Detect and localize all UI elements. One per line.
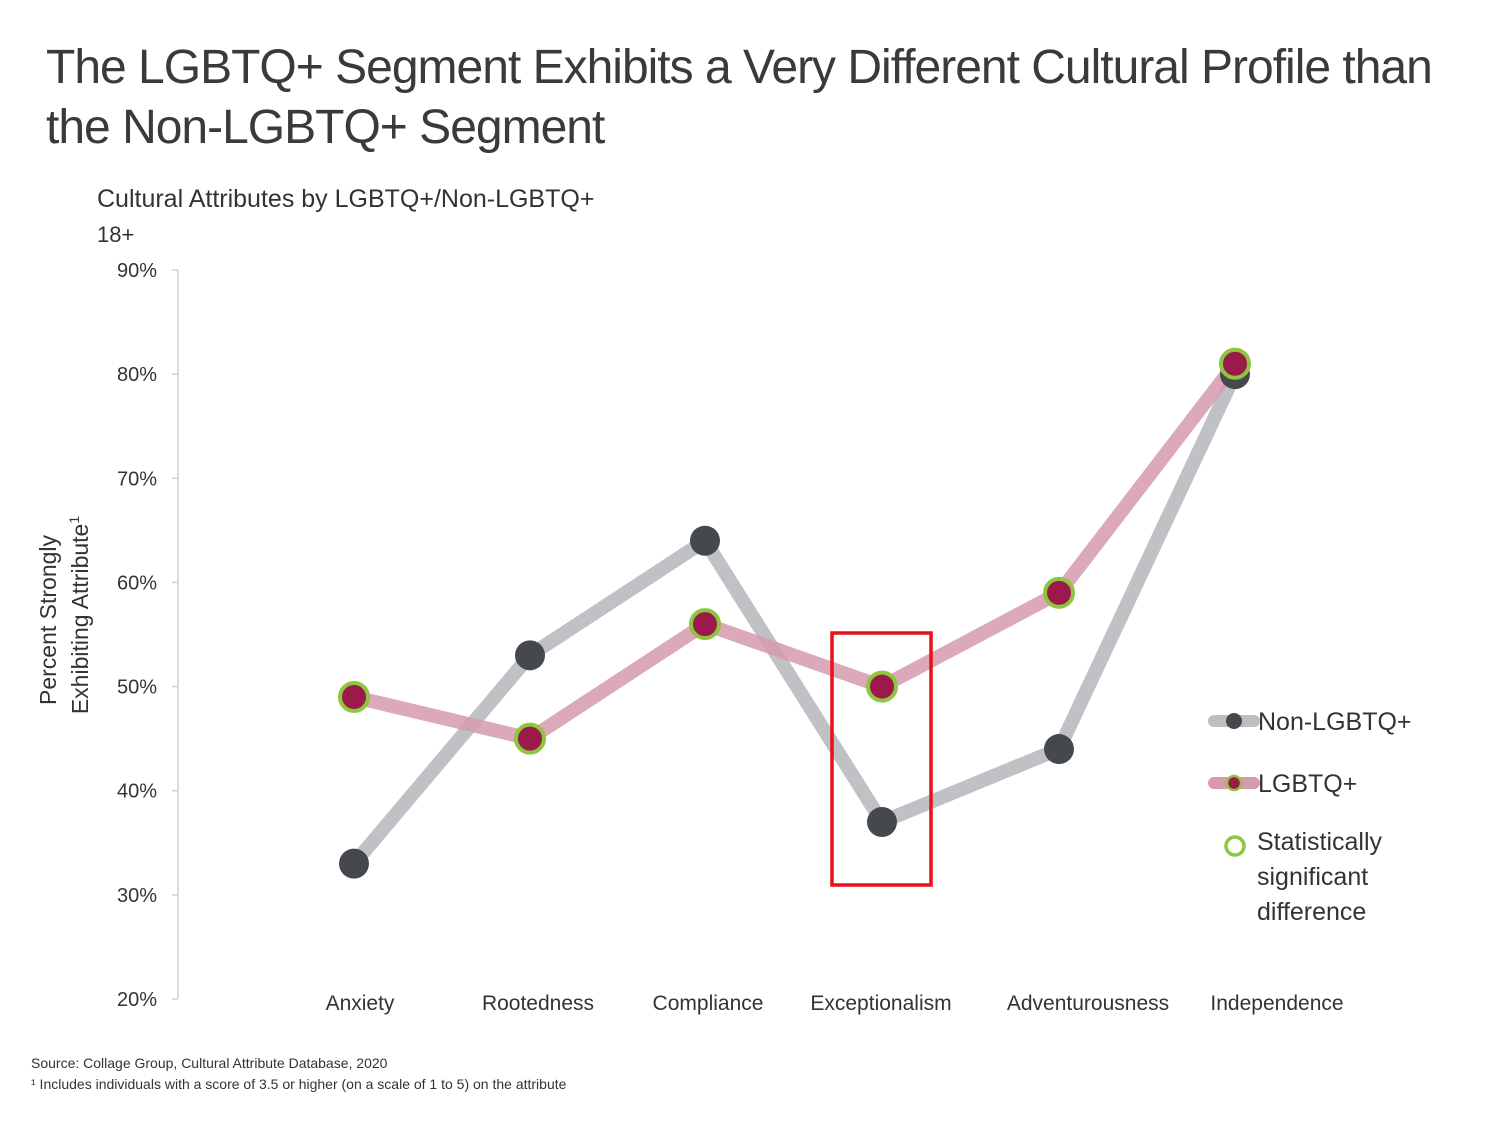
legend-label-lgbtq: LGBTQ+ (1258, 770, 1357, 798)
page-title: The LGBTQ+ Segment Exhibits a Very Diffe… (46, 41, 1433, 154)
data-point-lgbtq (514, 722, 546, 755)
data-point-lgbtq (866, 670, 898, 703)
x-tick-label: Independence (1210, 992, 1343, 1015)
legend-label-significance: significant (1257, 863, 1368, 891)
data-point-non-lgbtq (515, 640, 545, 671)
y-tick-label: 40% (117, 781, 157, 803)
data-point-lgbtq (1219, 347, 1251, 380)
series-line-non-lgbtq (347, 367, 1242, 871)
data-point-non-lgbtq (690, 525, 720, 556)
data-point-lgbtq (1043, 576, 1075, 609)
y-tick-label: 90% (117, 260, 157, 282)
x-tick-label: Adventurousness (1007, 992, 1169, 1015)
data-point-non-lgbtq (339, 848, 369, 879)
y-tick-label: 50% (117, 677, 157, 699)
definition-footnote: ¹ Includes individuals with a score of 3… (31, 1076, 567, 1092)
x-tick-label: Rootedness (482, 992, 594, 1015)
legend-label-non-lgbtq: Non-LGBTQ+ (1258, 708, 1412, 736)
x-tick-label: Compliance (653, 992, 764, 1015)
data-point-non-lgbtq (1044, 734, 1074, 765)
y-axis-title-line2: Exhibiting Attribute1 (66, 516, 93, 715)
legend-label-significance: difference (1257, 898, 1366, 926)
data-point-lgbtq (338, 680, 370, 713)
y-tick-label: 20% (117, 989, 157, 1011)
y-tick-label: 60% (117, 572, 157, 594)
highlight-box (830, 631, 933, 887)
source-footnote: Source: Collage Group, Cultural Attribut… (31, 1055, 388, 1071)
data-point-non-lgbtq (867, 806, 897, 837)
y-tick-label: 80% (117, 364, 157, 386)
x-tick-label: Anxiety (326, 992, 395, 1015)
legend-marker-non-lgbtq (1226, 713, 1242, 729)
x-tick-label: Exceptionalism (810, 992, 951, 1015)
y-axis-title-line1: Percent Strongly (35, 534, 61, 705)
chart-base-label: 18+ (97, 222, 135, 247)
data-point-lgbtq (689, 608, 721, 641)
y-tick-label: 30% (117, 885, 157, 907)
legend-marker-lgbtq (1225, 774, 1243, 792)
chart-subtitle: Cultural Attributes by LGBTQ+/Non-LGBTQ+ (97, 185, 595, 213)
legend-significance-ring (1224, 835, 1246, 857)
series-line-lgbtq (347, 356, 1242, 746)
legend-label-significance: Statistically (1257, 828, 1383, 856)
y-tick-label: 70% (117, 468, 157, 490)
